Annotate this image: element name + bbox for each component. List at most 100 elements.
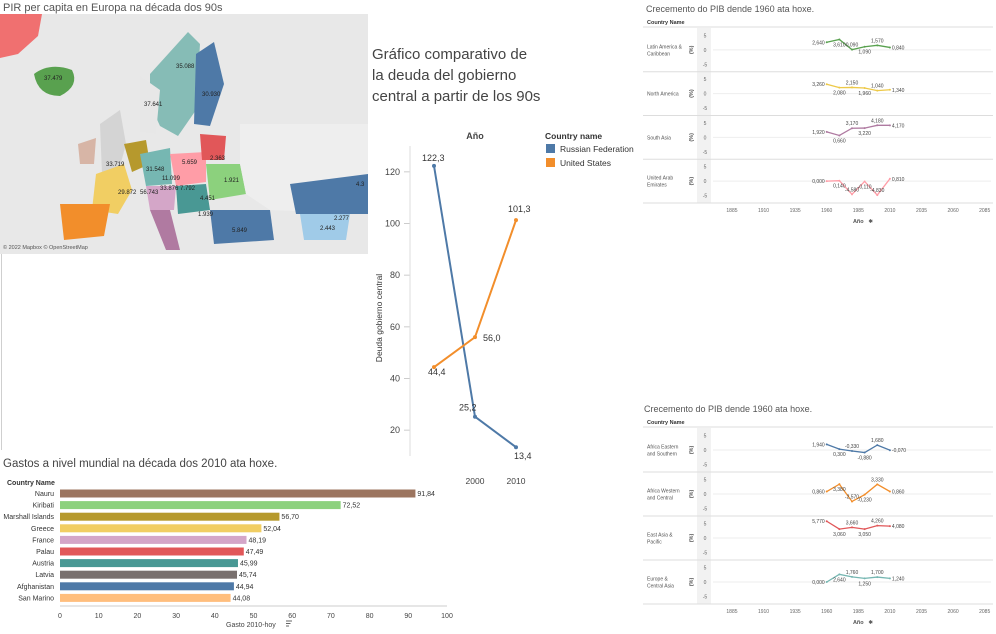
spend-bar[interactable] [60,524,262,533]
debt-chart[interactable]: Año Country name Russian Federation Unit… [370,126,640,490]
gdp-series-line [826,38,891,51]
spend-bar[interactable] [60,535,247,544]
debt-x-tick: 2010 [507,476,526,486]
gdp-data-label: -0,330 [845,444,859,450]
spend-value-label: 45,74 [239,572,257,579]
gdp-y-tick: 5 [704,33,707,39]
spend-category: Greece [31,526,54,533]
spend-bar[interactable] [60,570,238,579]
gdp-x-tick: 1985 [853,609,864,615]
gdp-point [825,443,828,446]
gdp-data-label: 3,330 [871,477,884,483]
europe-map[interactable]: 37.479 35.088 30.930 37.641 2.363 33.719… [0,14,368,254]
sort-icon[interactable] [286,620,292,627]
map-label: 31.548 [146,167,165,173]
gdp-panel-name: Caribbean [647,51,670,57]
debt-point [432,365,436,370]
gdp-data-label: 4,080 [892,524,905,530]
gdp-panel-name: Central Asia [647,584,674,590]
spend-bar[interactable] [60,489,416,498]
spend-category: France [32,537,54,544]
spend-bar[interactable] [60,593,231,602]
pin-icon[interactable]: ✱ [868,218,873,225]
gdp-axis-label: (%) [689,133,695,142]
gdp-point [863,86,866,89]
gdp-axis-label: (%) [689,578,695,587]
gdp-x-tick: 2085 [979,208,990,214]
spend-bar[interactable] [60,582,234,591]
gdp-y-tick: 0 [704,48,707,54]
gdp-series-line [826,483,891,503]
gdp-y-tick: 0 [704,135,707,141]
gdp-panel-name: and Central [647,496,673,502]
gdp-point [888,525,891,528]
spend-bar[interactable] [60,501,341,510]
gdp-data-label: 0,000 [812,580,825,586]
gdp-y-tick: 5 [704,433,707,439]
gdp-series-line [826,573,890,583]
gdp-data-label: 2,640 [833,577,846,583]
gdp-data-label: -2,570 [845,494,859,500]
gdp-y-tick: -5 [703,62,708,68]
debt-y-label: Deuda gobierno central [374,274,384,362]
spend-bar[interactable] [60,512,280,521]
gdp-top-chart[interactable]: Country Name Latin America &Caribbean (%) 5… [643,16,993,231]
map-label: 5.659 [182,160,198,166]
gdp-y-tick: -5 [703,463,708,469]
gdp-data-label: 3,260 [812,82,825,88]
gdp-data-label: 3,660 [846,520,859,526]
gdp-data-label: 1,040 [871,84,884,90]
pin-icon[interactable]: ✱ [868,619,873,626]
gdp-y-tick: 0 [704,492,707,498]
map-title: PIR per capita en Europa na década dos 9… [3,2,223,14]
gdp-y-tick: 5 [704,477,707,483]
debt-data-label: 101,3 [508,204,531,214]
gdp-point [863,493,866,496]
spend-category: Austria [32,561,54,568]
gdp-point [876,44,879,47]
gdp-x-tick: 1960 [821,208,832,214]
debt-data-label: 56,0 [483,333,501,343]
gdp-panel-name: East Asia & [647,533,673,539]
gdp-panel-name: North America [647,92,679,98]
gdp-y-tick: 5 [704,121,707,127]
region-poland [170,152,206,186]
gdp-data-label: 1,680 [871,438,884,444]
spend-value-label: 44,08 [233,595,251,602]
spend-bar[interactable] [60,547,244,556]
map-label: 33.876 [160,186,179,192]
gdp-point [876,524,879,527]
map-credit: © 2022 Mapbox © OpenStreetMap [3,244,88,251]
gdp-point [863,451,866,454]
gdp-x-tick: 1910 [758,208,769,214]
region-norway [150,32,200,136]
map-label: 37.479 [44,76,63,82]
gdp-series-line [826,520,890,530]
spend-bar[interactable] [60,559,238,568]
gdp-data-label: 0,840 [892,45,905,51]
region-baltics [200,134,226,160]
gdp-data-label: -4,830 [870,188,884,194]
region-france [92,164,132,214]
gdp-data-label: 4,180 [871,118,884,124]
map-label: 7.792 [180,186,196,192]
gdp-point [825,581,828,583]
gdp-point [838,448,841,451]
map-label: 33.719 [106,162,125,168]
gdp-point [838,38,841,41]
gdp-data-label: 1,250 [858,581,871,587]
spend-x-tick: 100 [441,613,453,620]
region-caucasus [300,214,350,240]
gdp-series-line [826,178,891,197]
gdp-panel-name: Latin America & [647,44,683,50]
gdp-row-header: Country Name [647,420,685,426]
debt-y-tick: 40 [390,374,400,384]
gdp-y-tick: -5 [703,150,708,156]
gdp-point [851,86,853,89]
map-label: 5.849 [232,228,248,234]
gdp-point [888,449,891,452]
gdp-x-tick: 2085 [979,609,990,615]
spend-chart[interactable]: Country Name Nauru 91,84 Kiribati 72,52 Mars… [0,476,470,634]
debt-x-tick: 2000 [466,476,485,486]
